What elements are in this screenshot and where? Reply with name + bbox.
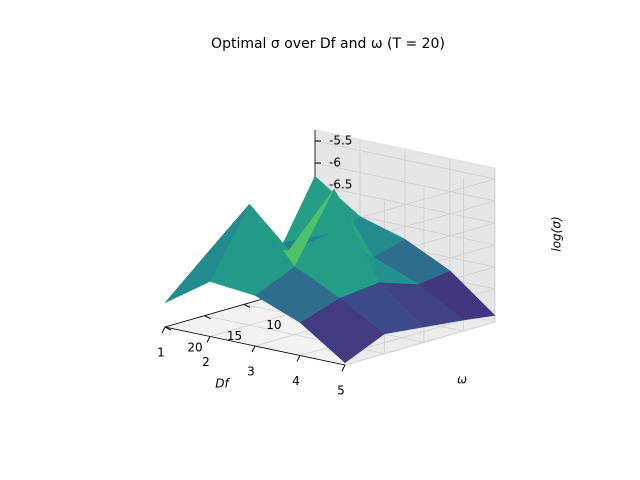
grid-line bbox=[344, 321, 496, 366]
z-axis-label: log(σ) bbox=[550, 216, 564, 251]
y-tick-label: 20 bbox=[187, 341, 202, 355]
axis-line bbox=[164, 326, 346, 366]
y-tick bbox=[243, 303, 251, 308]
y-tick-label: 15 bbox=[227, 329, 242, 343]
x-tick bbox=[206, 336, 211, 343]
x-tick-label: 2 bbox=[202, 355, 210, 369]
y-tick-label: 10 bbox=[266, 318, 281, 332]
x-tick-label: 4 bbox=[292, 374, 300, 388]
z-tick-label: -5.5 bbox=[329, 134, 352, 148]
y-tick bbox=[204, 315, 211, 320]
x-tick-label: 1 bbox=[157, 346, 165, 360]
z-tick-label: -6 bbox=[329, 156, 341, 170]
x-tick bbox=[251, 345, 256, 353]
x-axis-label: Df bbox=[215, 377, 230, 391]
x-tick bbox=[296, 355, 301, 362]
x-tick-label: 3 bbox=[247, 365, 255, 379]
surface-facet bbox=[164, 204, 250, 304]
grid-line bbox=[344, 178, 496, 223]
x-tick bbox=[341, 364, 346, 372]
x-tick bbox=[161, 326, 166, 334]
z-tick-label: -6.5 bbox=[329, 178, 352, 192]
chart-title: Optimal σ over Df and ω (T = 20) bbox=[211, 36, 445, 52]
y-axis-label: ω bbox=[457, 373, 467, 387]
x-tick-label: 5 bbox=[337, 384, 345, 398]
